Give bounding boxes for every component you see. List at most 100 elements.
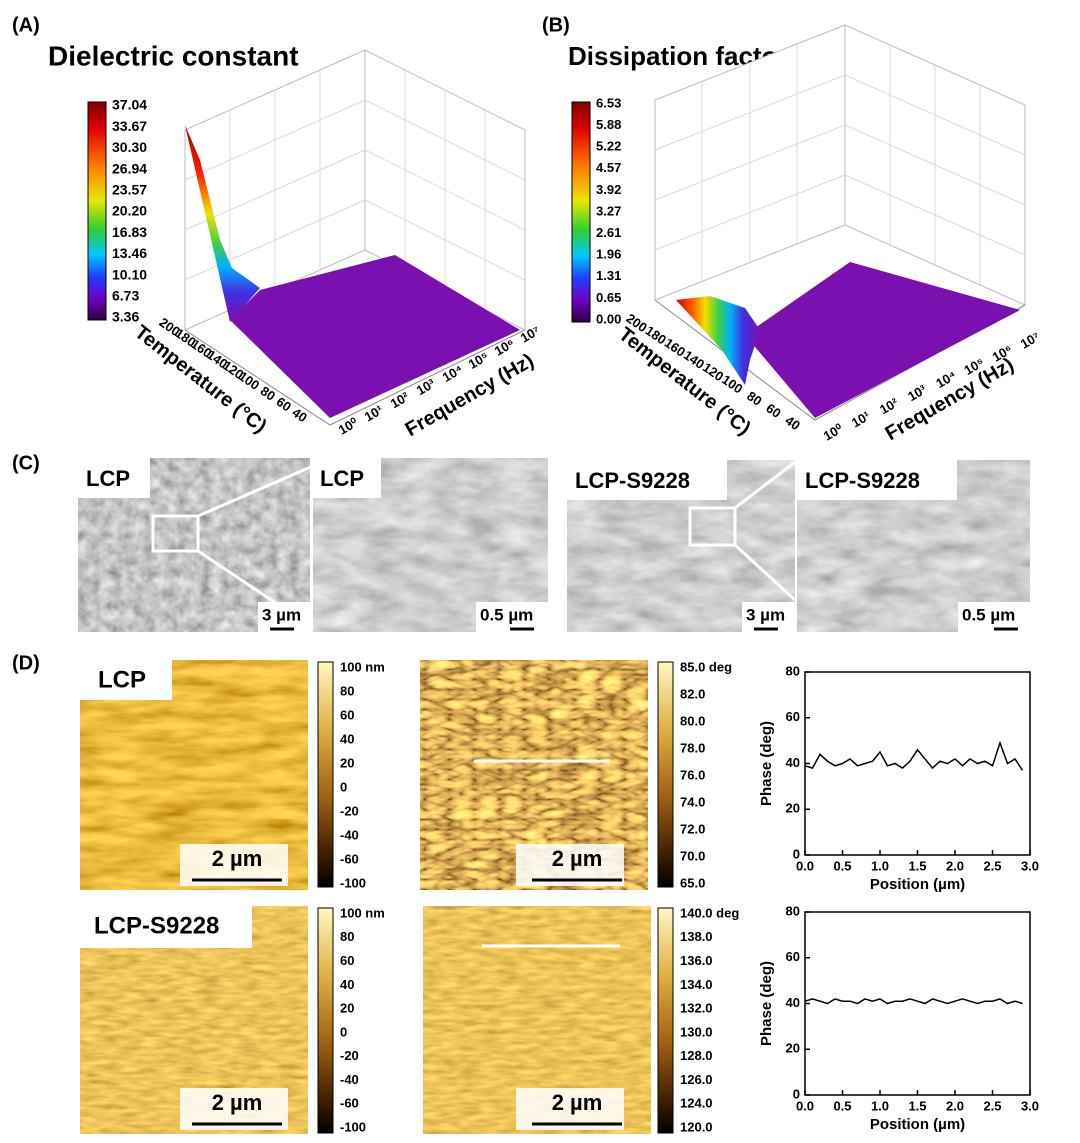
- colorbar-label: 6.53: [596, 95, 621, 110]
- axis-tick-label: 10⁷: [1018, 329, 1043, 352]
- colorbar-label: 0: [340, 779, 347, 794]
- axis-tick-label: 60: [763, 400, 783, 421]
- y-tick-label: 20: [786, 1041, 800, 1056]
- plot-frame: [804, 671, 1031, 856]
- surface: [230, 255, 520, 418]
- y-tick-label: 40: [786, 995, 800, 1010]
- panel-a: (A) Dielectric constant: [12, 14, 526, 426]
- colorbar-label: 20: [340, 755, 354, 770]
- axis-tick-label: 10⁰: [336, 414, 361, 437]
- sample-label: LCP: [98, 666, 146, 693]
- colorbar-label: 134.0: [680, 977, 713, 992]
- colorbar-label: -100: [340, 1119, 366, 1134]
- colorbar-label: 70.0: [680, 848, 705, 863]
- x-tick-label: 0.0: [796, 1098, 814, 1113]
- panel-label: (C): [12, 452, 40, 474]
- colorbar-label: 60: [340, 707, 354, 722]
- colorbar-label: 5.22: [596, 139, 621, 154]
- colorbar-label: -20: [340, 803, 359, 818]
- axis-tick-label: 40: [289, 405, 309, 426]
- image-label: LCP: [86, 466, 130, 491]
- colorbar-label: 23.57: [112, 182, 147, 198]
- colorbar-label: -60: [340, 1096, 359, 1111]
- panel-label: (B): [542, 14, 570, 36]
- x-tick-label: 1.5: [908, 858, 926, 873]
- colorbar-label: 60: [340, 953, 354, 968]
- colorbar-label: 124.0: [680, 1096, 713, 1111]
- colorbar-label: 140.0 deg: [680, 905, 739, 920]
- colorbar-label: 40: [340, 977, 354, 992]
- axes-3d: [184, 49, 526, 426]
- colorbar-label: 65.0: [680, 875, 705, 890]
- colorbar-label: 40: [340, 731, 354, 746]
- y-tick-label: 60: [786, 949, 800, 964]
- y-tick-label: 20: [786, 801, 800, 816]
- y-tick-label: 0: [793, 846, 800, 861]
- y-tick-label: 0: [793, 1086, 800, 1101]
- data-line: [804, 740, 1024, 771]
- colorbar-label: 76.0: [680, 767, 705, 782]
- colorbar-label: 30.30: [112, 139, 147, 155]
- colorbar-label: 80.0: [680, 713, 705, 728]
- colorbar-label: 74.0: [680, 794, 705, 809]
- zoom-box: [151, 514, 200, 553]
- colorbar-label: 130.0: [680, 1024, 713, 1039]
- colorbar-label: 33.67: [112, 118, 147, 134]
- x-axis-title: Position (µm): [870, 1116, 965, 1133]
- axis-tick-label: 10²: [388, 389, 412, 412]
- colorbar: [657, 661, 674, 888]
- scale-bar-label: 2 µm: [212, 1090, 263, 1115]
- axis-tick-label: 60: [274, 394, 294, 415]
- colorbar: [657, 907, 674, 1134]
- colorbar-label: 82.0: [680, 686, 705, 701]
- colorbar-label: 3.36: [112, 309, 139, 325]
- colorbar-label: 0: [340, 1024, 347, 1039]
- scale-bar-label: 2 µm: [552, 846, 603, 871]
- colorbar-label: 1.31: [596, 268, 621, 283]
- colorbar-label: 138.0: [680, 929, 713, 944]
- colorbar-label: -40: [340, 1072, 359, 1087]
- panel-label: (A): [12, 14, 40, 36]
- colorbar-label: 128.0: [680, 1048, 713, 1063]
- scale-bar-label: 0.5 µm: [480, 605, 533, 624]
- plot-frame: [804, 911, 1031, 1096]
- colorbar-label: -40: [340, 827, 359, 842]
- colorbar-label: 20: [340, 1001, 354, 1016]
- axis-tick-label: 10⁰: [821, 420, 846, 443]
- x-tick-label: 0.5: [833, 1098, 851, 1113]
- x-tick-label: 2.5: [983, 858, 1001, 873]
- data-line: [804, 998, 1023, 1005]
- axis-tick-label: 10³: [414, 375, 438, 398]
- panel-c: (C): [12, 452, 1030, 632]
- y-axis-title: Phase (deg): [758, 721, 775, 806]
- scale-bar-label: 2 µm: [212, 846, 263, 871]
- x-tick-label: 2.0: [946, 858, 964, 873]
- colorbar-label: 3.92: [596, 182, 621, 197]
- scale-bar-label: 3 µm: [746, 605, 785, 624]
- colorbar-label: 80: [340, 683, 354, 698]
- colorbar-label: 100 nm: [340, 659, 385, 674]
- axis-tick-label: 80: [744, 388, 764, 409]
- axes-3d: [654, 24, 1026, 421]
- colorbar-label: 100 nm: [340, 905, 385, 920]
- colorbar-label: 6.73: [112, 288, 139, 304]
- surface: [745, 262, 1020, 418]
- colorbar-label: 2.61: [596, 225, 621, 240]
- colorbar-label: -60: [340, 851, 359, 866]
- colorbar: [317, 661, 334, 888]
- colorbar-label: 26.94: [112, 160, 147, 176]
- panel-label: (D): [12, 652, 40, 674]
- x-tick-label: 1.0: [871, 1098, 889, 1113]
- colorbar-label: 136.0: [680, 953, 713, 968]
- colorbar-label: 10.10: [112, 266, 147, 282]
- x-tick-label: 3.0: [1021, 1098, 1039, 1113]
- y-tick-label: 80: [786, 903, 800, 918]
- colorbar-label: 0.65: [596, 290, 621, 305]
- colorbar-label: 13.46: [112, 245, 147, 261]
- colorbar-label: 72.0: [680, 821, 705, 836]
- scale-bar-label: 2 µm: [552, 1090, 603, 1115]
- axis-tick-label: 10²: [877, 395, 901, 418]
- scale-bar-label: 3 µm: [262, 605, 301, 624]
- x-tick-label: 2.5: [983, 1098, 1001, 1113]
